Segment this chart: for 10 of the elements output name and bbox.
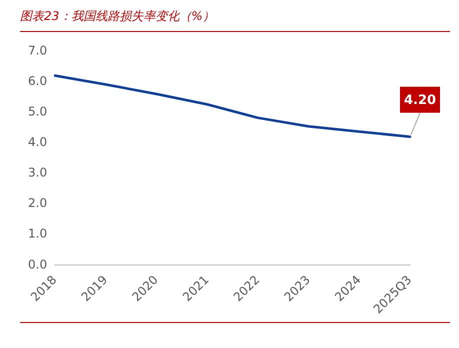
chart-title: 图表23：我国线路损失率变化（%）: [20, 8, 450, 32]
y-tick-label: 4.0: [28, 135, 48, 150]
y-tick-label: 7.0: [28, 43, 48, 58]
y-tick-label: 1.0: [28, 226, 48, 241]
data-label: 4.20: [404, 93, 436, 108]
y-tick-label: 0.0: [28, 257, 48, 272]
y-tick-label: 6.0: [28, 74, 48, 88]
y-tick-label: 3.0: [28, 166, 48, 180]
y-tick-label: 5.0: [28, 104, 48, 118]
y-tick-label: 2.0: [28, 196, 48, 210]
